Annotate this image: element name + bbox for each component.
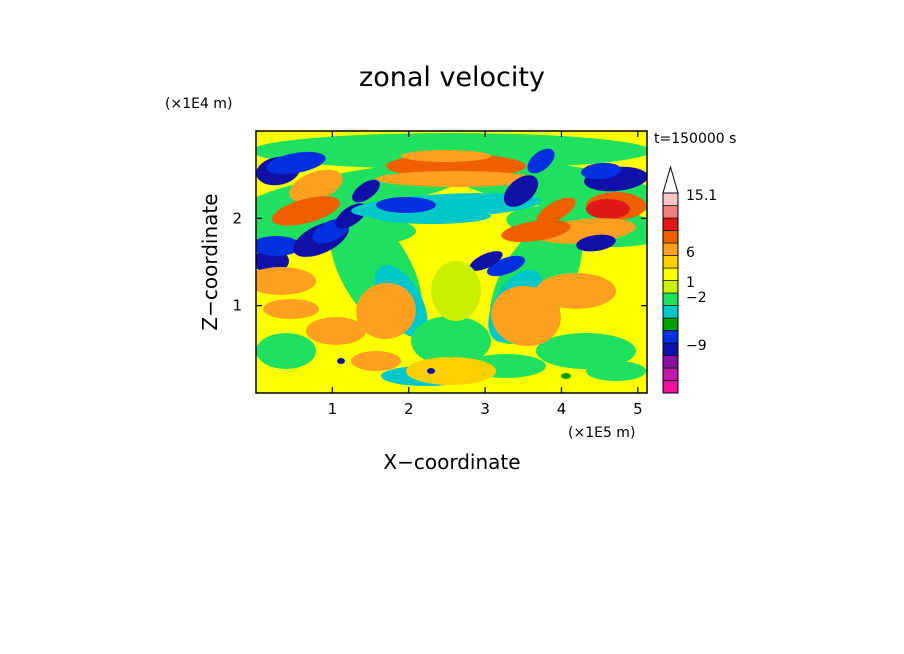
field-contour-patch bbox=[536, 273, 616, 309]
field-contour-patch bbox=[411, 316, 491, 366]
field-contour-patch bbox=[536, 333, 636, 369]
field-contour-patch bbox=[431, 261, 481, 321]
time-label: t=150000 s bbox=[654, 131, 736, 147]
field-contour-patch bbox=[581, 162, 621, 180]
field-contour-patch bbox=[406, 357, 496, 385]
field-contour-patch bbox=[527, 148, 555, 174]
y-tick-label: 2 bbox=[232, 209, 242, 227]
field-contour-patch bbox=[351, 351, 401, 371]
field-contour-patch bbox=[501, 219, 571, 243]
y-axis-ticks: 12 bbox=[232, 209, 647, 315]
x-tick-label: 2 bbox=[404, 400, 414, 418]
colorbar-segment bbox=[662, 342, 679, 356]
colorbar-segment bbox=[662, 242, 679, 256]
field-contour-patch bbox=[256, 236, 301, 256]
field-contour-patch bbox=[356, 282, 416, 340]
x-tick-label: 3 bbox=[480, 400, 490, 418]
colorbar-segment bbox=[662, 267, 679, 281]
heatmap-field bbox=[256, 131, 647, 393]
plot-frame bbox=[255, 130, 648, 394]
field-contour-patch bbox=[256, 333, 316, 369]
field-contour-patch bbox=[306, 317, 366, 345]
field-contour-patch bbox=[586, 361, 646, 381]
colorbar-label: −2 bbox=[686, 290, 707, 306]
field-contour-patch bbox=[586, 199, 630, 219]
field-contour-patch bbox=[491, 285, 561, 347]
colorbar-segment bbox=[662, 355, 679, 369]
colorbar bbox=[662, 165, 679, 394]
field-contour-patch bbox=[427, 368, 435, 374]
field-contour-patch bbox=[256, 267, 316, 295]
colorbar-label: 15.1 bbox=[686, 188, 717, 204]
x-axis-ticks: 1 2 3 4 5 bbox=[328, 131, 643, 418]
field-contour-patch bbox=[337, 358, 345, 364]
field-contour-patch bbox=[272, 196, 340, 226]
colorbar-label: 1 bbox=[686, 275, 695, 291]
field-contour-patch bbox=[263, 299, 319, 319]
x-tick-label: 5 bbox=[633, 400, 643, 418]
colorbar-segment bbox=[662, 367, 679, 381]
colorbar-segment bbox=[662, 205, 679, 219]
field-contour-patch bbox=[289, 169, 343, 203]
field-contour-patch bbox=[352, 179, 380, 203]
colorbar-segment bbox=[662, 192, 679, 206]
colorbar-segment bbox=[662, 317, 679, 331]
y-tick-label: 1 bbox=[232, 297, 242, 315]
colorbar-segment bbox=[662, 255, 679, 269]
field-contour-patch bbox=[376, 197, 436, 213]
field-contour-patch bbox=[503, 175, 539, 207]
field-contour-patch bbox=[266, 151, 326, 175]
colorbar-segment bbox=[662, 380, 679, 394]
colorbar-label: −9 bbox=[686, 338, 707, 354]
field-contour-patch bbox=[376, 171, 536, 187]
x-tick-label: 4 bbox=[557, 400, 567, 418]
chart-title: zonal velocity bbox=[359, 62, 545, 93]
colorbar-segment bbox=[662, 330, 679, 344]
colorbar-label: 6 bbox=[686, 245, 695, 261]
colorbar-labels: 15.1 6 1−2 −9 bbox=[686, 188, 717, 354]
colorbar-extend-arrow bbox=[662, 165, 679, 194]
x-multiplier-label: (×1E5 m) bbox=[568, 425, 635, 441]
field-contour-patch bbox=[401, 150, 491, 162]
y-axis-label: Z−coordinate bbox=[198, 193, 222, 330]
x-tick-label: 1 bbox=[328, 400, 338, 418]
colorbar-segment bbox=[662, 305, 679, 319]
field-contour-patch bbox=[487, 255, 525, 277]
field-contour-patch bbox=[536, 197, 576, 225]
y-multiplier-label: (×1E4 m) bbox=[165, 96, 232, 112]
colorbar-segment bbox=[662, 230, 679, 244]
field-contour-patch bbox=[576, 234, 616, 252]
colorbar-segment bbox=[662, 280, 679, 294]
field-contour-patch bbox=[561, 373, 571, 379]
x-axis-label: X−coordinate bbox=[383, 450, 520, 474]
field-contour-patch bbox=[469, 251, 503, 271]
colorbar-segment bbox=[662, 217, 679, 231]
colorbar-segment bbox=[662, 292, 679, 306]
